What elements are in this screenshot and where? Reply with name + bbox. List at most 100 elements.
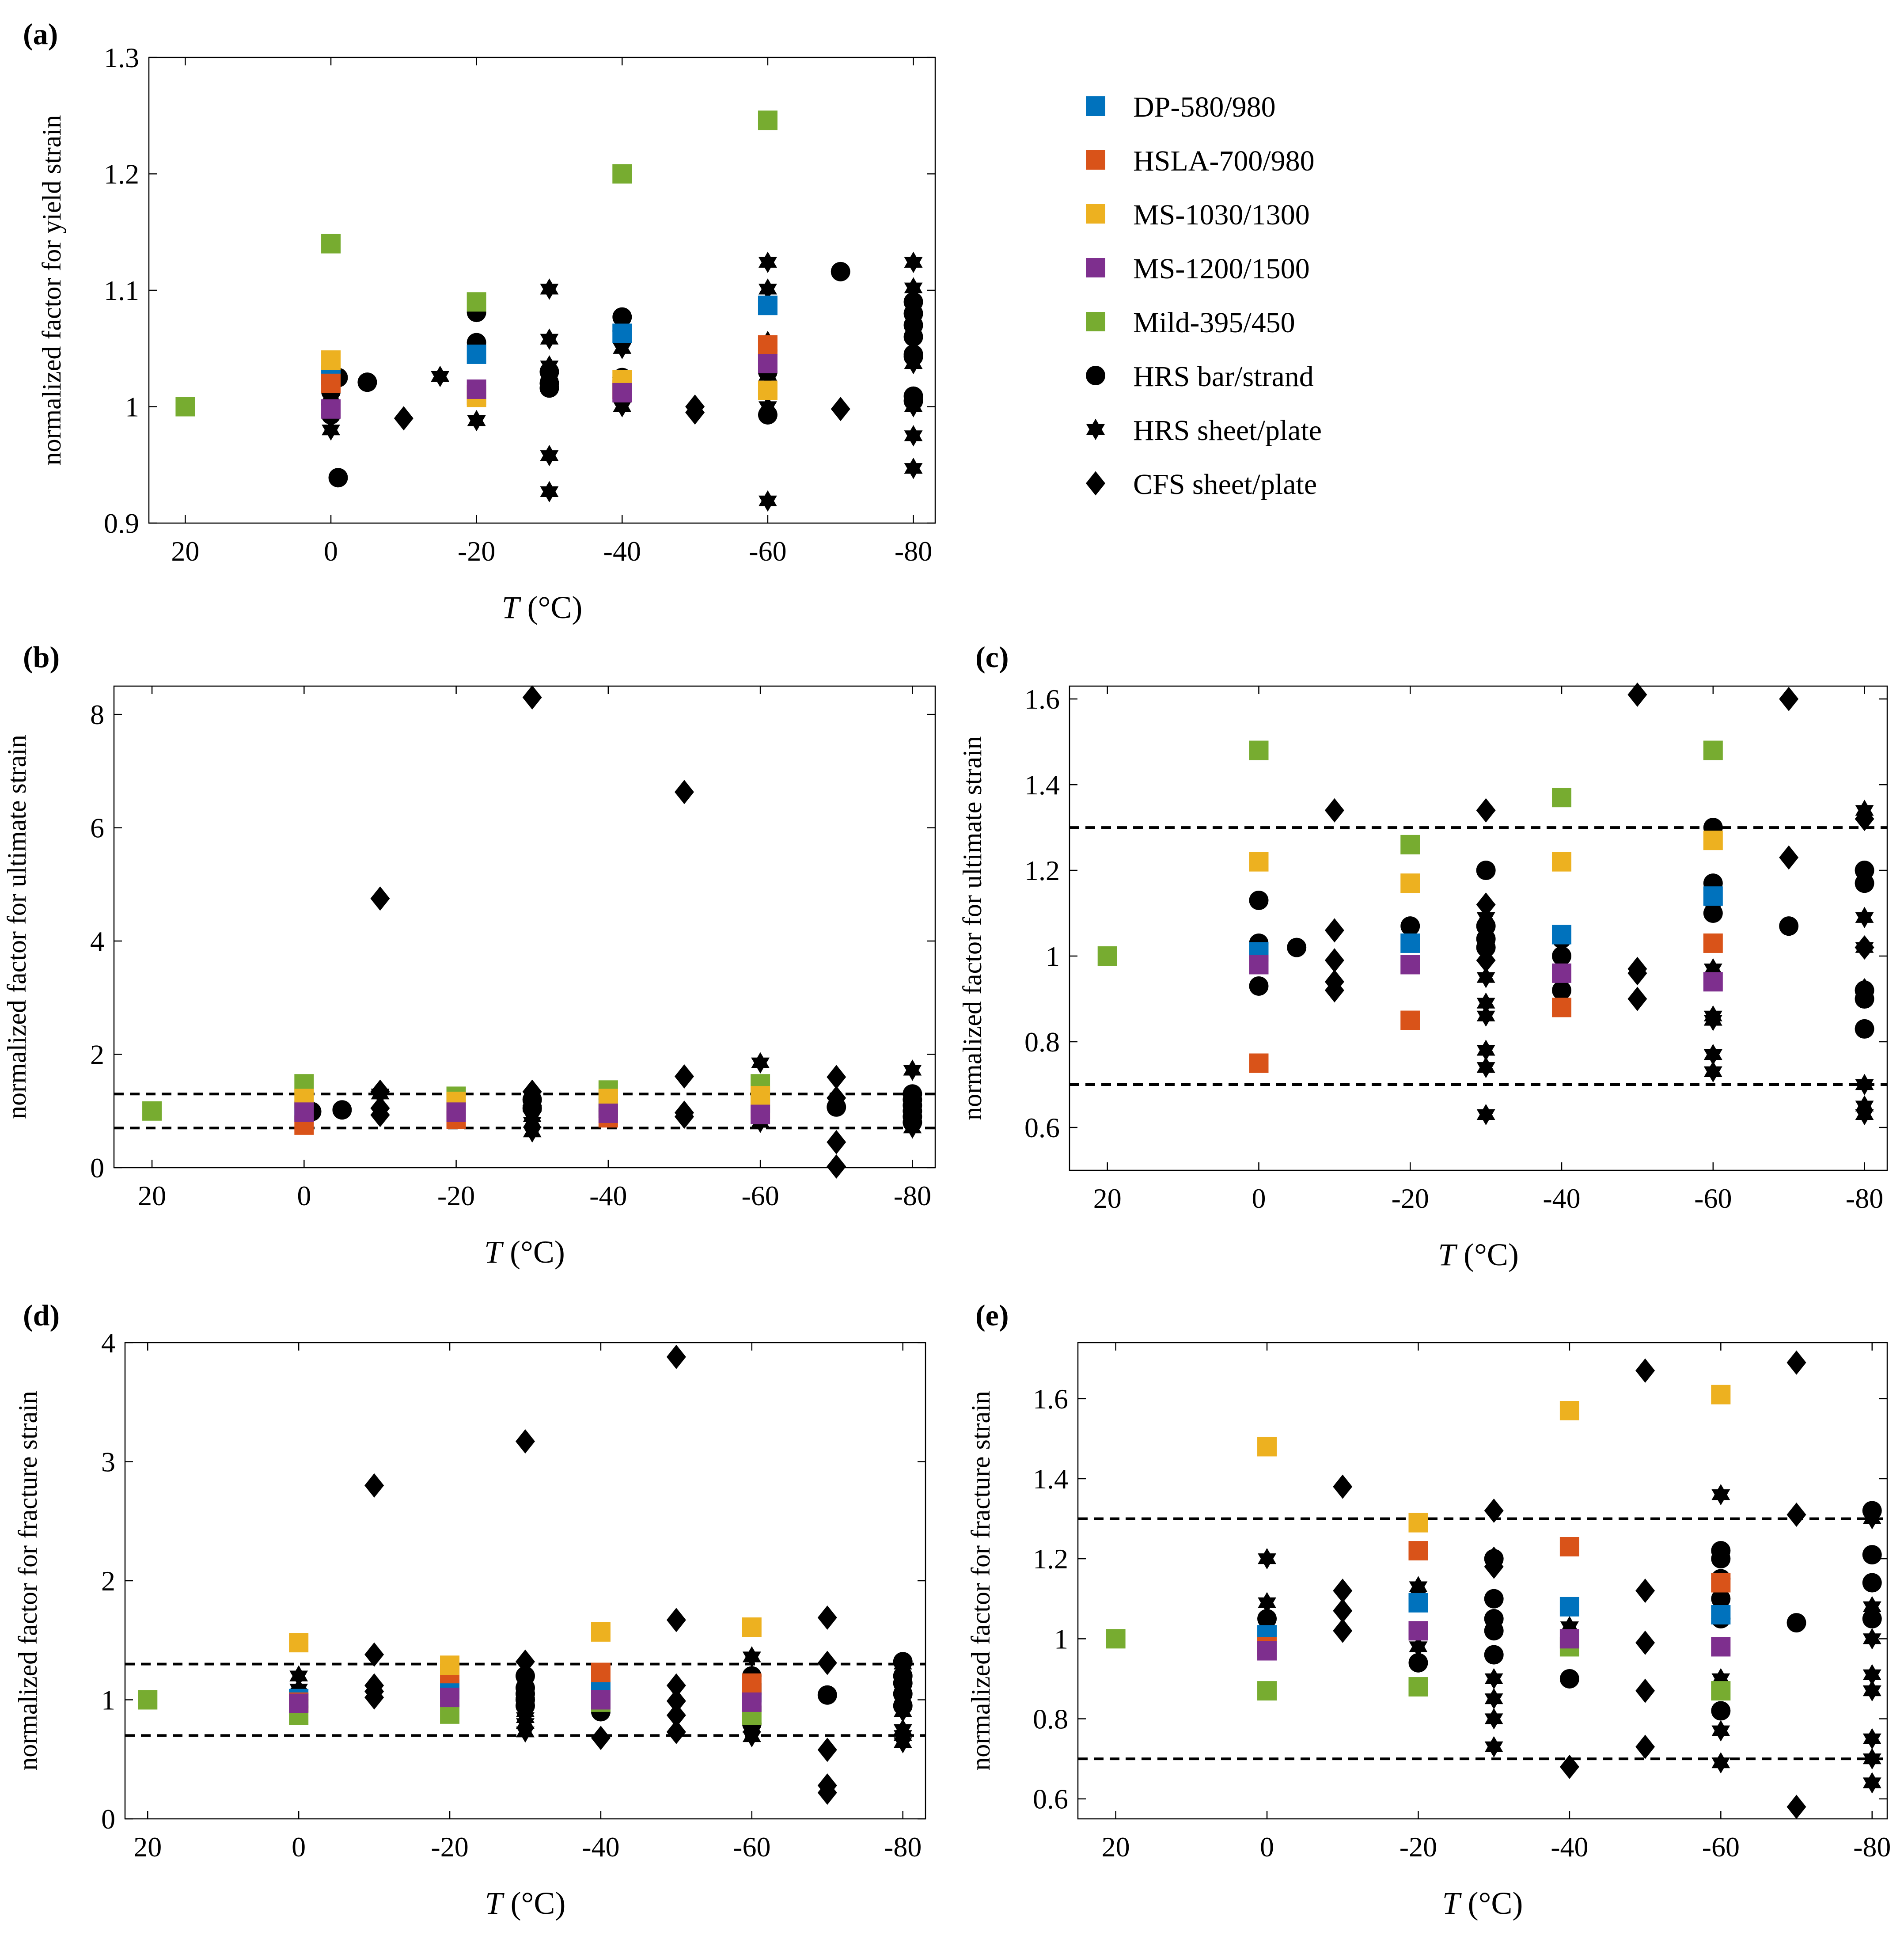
legend-item: HSLA-700/980 (1086, 145, 1315, 177)
data-point (1257, 1437, 1277, 1457)
data-point (1627, 961, 1647, 986)
data-point (831, 397, 850, 421)
data-point (903, 1117, 922, 1139)
data-point (440, 1704, 460, 1724)
panel-label: (b) (23, 640, 60, 674)
data-point (1484, 1621, 1504, 1641)
data-point (1476, 967, 1495, 988)
data-point (289, 1665, 308, 1687)
data-point (332, 1100, 352, 1120)
data-point (1711, 1549, 1731, 1569)
x-tick-label: 0 (292, 1831, 306, 1863)
legend-marker (1086, 204, 1105, 224)
data-point (289, 1633, 309, 1653)
data-point (1786, 1613, 1806, 1633)
y-axis-label: normalized factor for ultimate strain (2, 735, 31, 1119)
series-ms-1030-1300 (289, 1617, 762, 1675)
data-point (893, 1653, 912, 1675)
data-point (1476, 937, 1496, 957)
data-point (1552, 946, 1572, 966)
data-point (516, 1649, 535, 1674)
data-point (1855, 935, 1874, 960)
data-point (1779, 687, 1799, 711)
data-point (666, 1344, 686, 1369)
data-point (1627, 987, 1647, 1011)
data-point (394, 406, 413, 431)
data-point (903, 1059, 922, 1081)
data-point (446, 1102, 466, 1122)
y-tick-label: 0.6 (1033, 1784, 1068, 1815)
legend-label: CFS sheet/plate (1133, 468, 1317, 501)
data-point (523, 1121, 542, 1143)
data-point (467, 379, 486, 399)
data-point (904, 425, 923, 447)
data-point (817, 1780, 837, 1805)
x-tick-label: -80 (894, 1180, 931, 1211)
y-axis-label: normalized factor for yield strain (37, 115, 66, 465)
data-point (540, 363, 559, 385)
data-point (1635, 1678, 1655, 1703)
data-point (666, 1703, 686, 1728)
series-ms-1030-1300 (1249, 831, 1723, 893)
data-point (1559, 1754, 1579, 1779)
data-point (1476, 948, 1496, 973)
data-point (1484, 1589, 1504, 1609)
data-point (1552, 998, 1572, 1017)
data-point (904, 299, 923, 321)
data-point (1779, 845, 1799, 870)
data-point (516, 1664, 535, 1689)
x-tick-label: -60 (749, 535, 786, 567)
data-point (1476, 892, 1496, 917)
series-cfs-sheet-plate (1333, 1350, 1806, 1819)
x-tick-label: -40 (582, 1831, 619, 1863)
data-point (817, 1685, 837, 1705)
data-point (742, 1692, 762, 1712)
legend-item: DP-580/980 (1086, 91, 1276, 123)
plot-frame (1069, 685, 1888, 1171)
data-point (1855, 807, 1874, 831)
x-axis-label: T (°C) (502, 590, 583, 625)
data-point (904, 251, 923, 273)
data-point (1862, 1748, 1881, 1770)
data-point (322, 419, 340, 441)
data-point (591, 1690, 611, 1710)
y-tick-label: 1.3 (104, 42, 139, 73)
panel-a: (a) 20 0 -20 -40 -60 -80 0.9 1 1.1 1.2 1.3 T (°C) nor… (23, 17, 936, 625)
y-tick-label: 0 (101, 1803, 115, 1835)
data-point (674, 1104, 694, 1129)
data-point (758, 380, 778, 400)
data-point (516, 1721, 535, 1743)
data-point (1862, 1728, 1881, 1749)
y-tick-label: 8 (90, 699, 104, 730)
data-point (1711, 1605, 1731, 1624)
data-point (540, 328, 559, 350)
data-point (357, 372, 377, 392)
data-point (467, 410, 486, 432)
data-point (1711, 1385, 1731, 1404)
data-point (758, 296, 778, 315)
legend-marker (1086, 258, 1105, 277)
data-point (1249, 740, 1269, 760)
data-point (817, 1738, 837, 1762)
data-point (1862, 1609, 1882, 1629)
legend-item: HRS bar/strand (1086, 361, 1314, 393)
x-tick-label: -80 (884, 1831, 922, 1863)
data-point (827, 1065, 846, 1089)
data-point (1552, 788, 1572, 808)
data-point (522, 685, 542, 710)
panel-label: (a) (23, 17, 58, 51)
data-point (1400, 873, 1420, 893)
data-point (1627, 682, 1647, 707)
legend-item: CFS sheet/plate (1086, 468, 1317, 501)
x-tick-label: -40 (1543, 1183, 1580, 1214)
series-cfs-sheet-plate (370, 685, 846, 1179)
data-point (516, 1429, 535, 1454)
data-point (1552, 925, 1572, 945)
data-point (1476, 798, 1496, 823)
data-point (1635, 1630, 1655, 1655)
series-hrs-sheet-plate (322, 251, 923, 512)
data-point (1476, 1040, 1495, 1061)
data-point (1400, 916, 1420, 936)
data-point (1703, 831, 1723, 850)
panel-c: (c) 20 0 -20 -40 -60 -80 0.6 0.8 1 1.2 1.4 1.6 T (°C)… (958, 640, 1888, 1272)
